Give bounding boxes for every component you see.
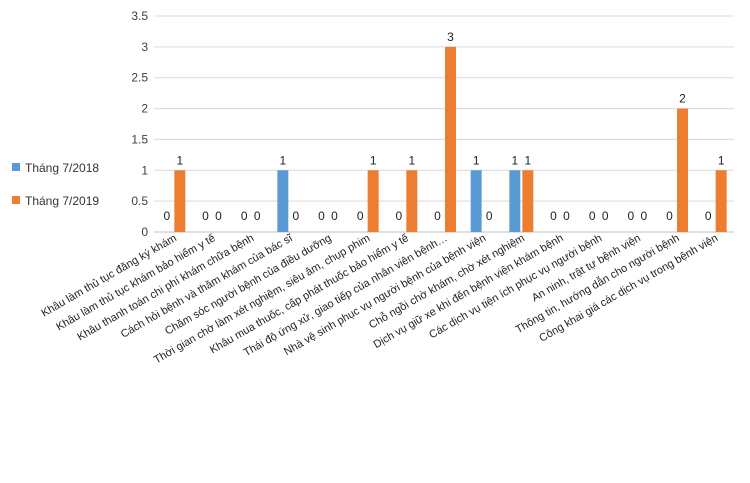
- y-tick-label: 1: [141, 163, 148, 177]
- data-label: 0: [215, 209, 222, 223]
- data-label: 1: [408, 153, 415, 167]
- legend-label: Tháng 7/2018: [25, 161, 99, 175]
- legend-swatch: [12, 163, 20, 171]
- data-label: 0: [705, 209, 712, 223]
- data-label: 0: [563, 209, 570, 223]
- data-label: 0: [241, 209, 248, 223]
- data-label: 0: [357, 209, 364, 223]
- data-label: 1: [511, 153, 518, 167]
- y-axis-ticks: 0 0.5 1 1.5 2 2.5 3 3.5: [131, 9, 148, 239]
- bar-2019: [522, 170, 534, 232]
- bar-2019: [174, 170, 186, 232]
- data-label: 0: [331, 209, 338, 223]
- y-tick-label: 0: [141, 225, 148, 239]
- data-label: 0: [163, 209, 170, 223]
- data-label: 3: [447, 30, 454, 44]
- legend-swatch: [12, 196, 20, 204]
- data-label: 0: [640, 209, 647, 223]
- y-tick-label: 3.5: [131, 9, 148, 23]
- bar-2019: [715, 170, 727, 232]
- bar-2019: [367, 170, 379, 232]
- data-label: 1: [473, 153, 480, 167]
- bar-2019: [445, 46, 456, 232]
- data-label: 1: [524, 153, 531, 167]
- data-label: 1: [370, 153, 377, 167]
- data-label: 0: [395, 209, 402, 223]
- data-label: 0: [254, 209, 261, 223]
- bar-2018: [277, 170, 289, 232]
- legend: Tháng 7/2018 Tháng 7/2019: [12, 161, 99, 208]
- y-tick-label: 3: [141, 40, 148, 54]
- data-label: 0: [627, 209, 634, 223]
- bar-2018: [509, 170, 521, 232]
- y-tick-label: 2: [141, 102, 148, 116]
- y-tick-label: 2.5: [131, 71, 148, 85]
- data-label: 2: [679, 92, 686, 106]
- bar-2019: [677, 108, 688, 232]
- data-label: 0: [602, 209, 609, 223]
- legend-label: Tháng 7/2019: [25, 194, 99, 208]
- data-label: 1: [718, 153, 725, 167]
- data-label: 1: [176, 153, 183, 167]
- bar-2019: [406, 170, 418, 232]
- data-label: 0: [666, 209, 673, 223]
- gridlines: [154, 15, 734, 233]
- data-label: 0: [202, 209, 209, 223]
- bar-2018: [470, 170, 482, 232]
- data-label: 0: [434, 209, 441, 223]
- data-label: 0: [318, 209, 325, 223]
- bars: [174, 46, 727, 232]
- data-label: 0: [589, 209, 596, 223]
- data-label: 0: [292, 209, 299, 223]
- y-tick-label: 1.5: [131, 132, 148, 146]
- data-label: 0: [550, 209, 557, 223]
- data-label: 0: [486, 209, 493, 223]
- y-tick-label: 0.5: [131, 194, 148, 208]
- data-label: 1: [279, 153, 286, 167]
